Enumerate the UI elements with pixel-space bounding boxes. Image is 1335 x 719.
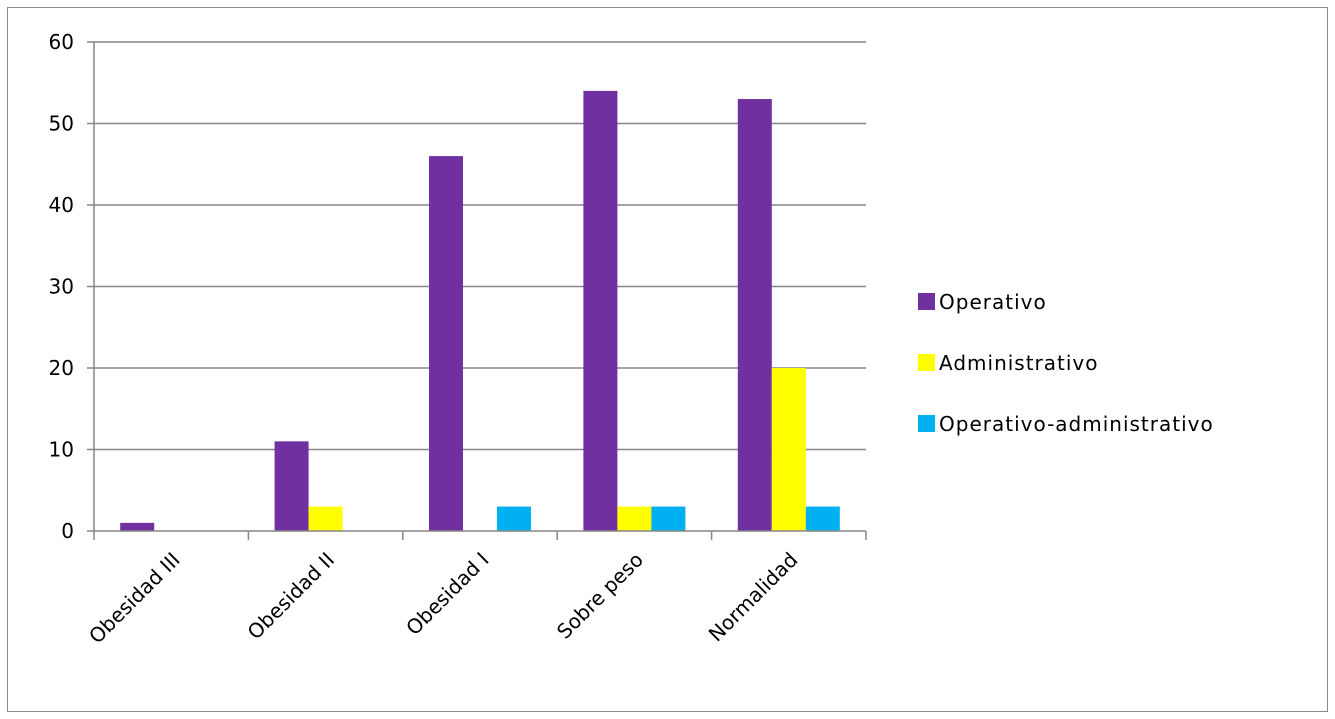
legend-label: Operativo-administrativo (939, 412, 1214, 436)
y-tick-label: 50 (49, 112, 74, 136)
y-tick-label: 10 (49, 438, 74, 462)
x-axis-tick-labels: Obesidad III Obesidad II Obesidad I Sobre p… (84, 548, 802, 649)
y-tick-label: 0 (61, 519, 74, 543)
legend-swatch (918, 415, 935, 432)
legend-swatch (918, 293, 935, 310)
y-tick-label: 20 (49, 356, 74, 380)
y-tick-label: 30 (49, 275, 74, 299)
bar (308, 506, 343, 531)
bar (274, 441, 309, 531)
y-tick-label: 40 (49, 193, 74, 217)
y-axis-tick-labels: 0 10 20 30 40 50 60 (49, 30, 74, 543)
bar (497, 506, 531, 531)
legend-swatch (918, 354, 935, 371)
legend: Operativo Administrativo Operativo-adminis… (918, 290, 1214, 436)
bar (120, 522, 155, 531)
x-tick-label: Sobre peso (552, 548, 648, 644)
x-tick-label: Normalidad (704, 548, 803, 647)
x-tick-label: Obesidad I (401, 548, 493, 640)
bars (120, 90, 840, 532)
bar (771, 368, 806, 531)
bar (805, 506, 840, 531)
gridlines (87, 41, 866, 532)
chart-area (7, 7, 1328, 712)
x-tick-label: Obesidad II (243, 548, 340, 645)
axes (93, 42, 867, 540)
bar (583, 90, 618, 532)
bar (617, 506, 652, 531)
legend-label: Operativo (939, 290, 1047, 314)
bar (737, 99, 772, 532)
x-tick-label: Obesidad III (84, 548, 185, 649)
y-tick-label: 60 (49, 30, 74, 54)
bar (429, 156, 463, 531)
legend-label: Administrativo (939, 351, 1099, 375)
bar (651, 506, 686, 531)
